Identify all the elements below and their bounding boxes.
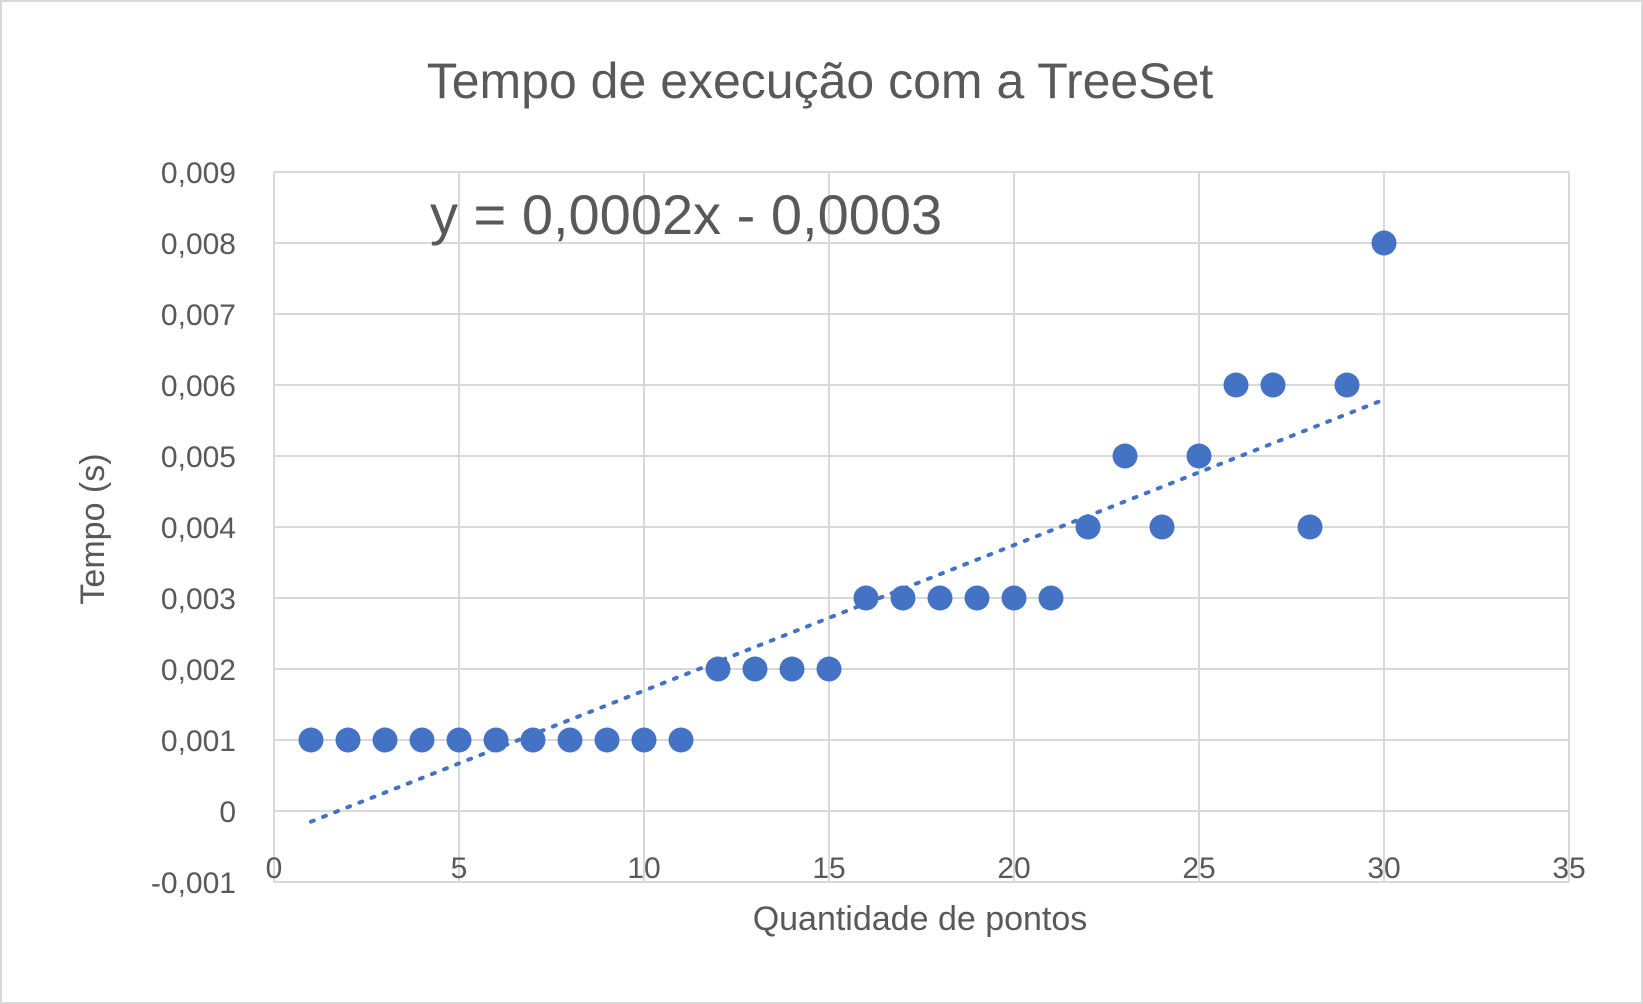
x-tick-label: 30 (1367, 852, 1400, 885)
data-point (890, 585, 916, 611)
data-point (335, 727, 361, 753)
x-tick-label: 0 (266, 852, 283, 885)
data-point (1186, 443, 1212, 469)
y-axis-tick-labels: -0,001 0 0,001 0,002 0,003 0,004 0,005 0,006 0,0… (151, 157, 236, 900)
y-tick-label: 0,002 (161, 654, 236, 687)
x-tick-label: 5 (451, 852, 468, 885)
trendline (309, 397, 1386, 824)
data-point (1260, 372, 1286, 398)
data-point (1112, 443, 1138, 469)
data-point (557, 727, 583, 753)
x-tick-label: 10 (627, 852, 660, 885)
x-axis-tick-labels: 0 5 10 15 20 25 30 35 (266, 852, 1586, 885)
trendline-layer (309, 397, 1386, 824)
data-point (668, 727, 694, 753)
x-tick-label: 15 (812, 852, 845, 885)
data-point (483, 727, 509, 753)
data-point (816, 656, 842, 682)
data-point (853, 585, 879, 611)
data-point (594, 727, 620, 753)
data-point (1001, 585, 1027, 611)
y-tick-label: 0,007 (161, 299, 236, 332)
y-tick-label: 0,008 (161, 228, 236, 261)
y-tick-label: 0,004 (161, 512, 236, 545)
data-point (1334, 372, 1360, 398)
y-tick-label: 0 (219, 796, 236, 829)
data-point (742, 656, 768, 682)
data-point (779, 656, 805, 682)
y-axis-title: Tempo (s) (74, 453, 112, 604)
data-point (631, 727, 657, 753)
x-axis-title: Quantidade de pontos (753, 900, 1088, 938)
data-point (520, 727, 546, 753)
y-tick-label: 0,001 (161, 725, 236, 758)
x-tick-label: 35 (1552, 852, 1585, 885)
y-tick-label: -0,001 (151, 867, 236, 900)
data-point (927, 585, 953, 611)
x-tick-label: 25 (1182, 852, 1215, 885)
data-point (1371, 230, 1397, 256)
data-point (298, 727, 324, 753)
y-tick-label: 0,005 (161, 441, 236, 474)
chart-title: Tempo de execução com a TreeSet (427, 53, 1214, 109)
y-tick-label: 0,006 (161, 370, 236, 403)
data-point (1297, 514, 1323, 540)
data-point (1223, 372, 1249, 398)
data-point (705, 656, 731, 682)
data-point (1038, 585, 1064, 611)
y-tick-label: 0,009 (161, 157, 236, 190)
gridlines (273, 171, 1570, 883)
data-point (446, 727, 472, 753)
x-tick-label: 20 (997, 852, 1030, 885)
data-point (1075, 514, 1101, 540)
data-point (372, 727, 398, 753)
y-tick-label: 0,003 (161, 583, 236, 616)
data-point (964, 585, 990, 611)
trendline-equation: y = 0,0002x - 0,0003 (430, 183, 942, 246)
data-point (1149, 514, 1175, 540)
data-point (409, 727, 435, 753)
data-points (298, 230, 1397, 753)
